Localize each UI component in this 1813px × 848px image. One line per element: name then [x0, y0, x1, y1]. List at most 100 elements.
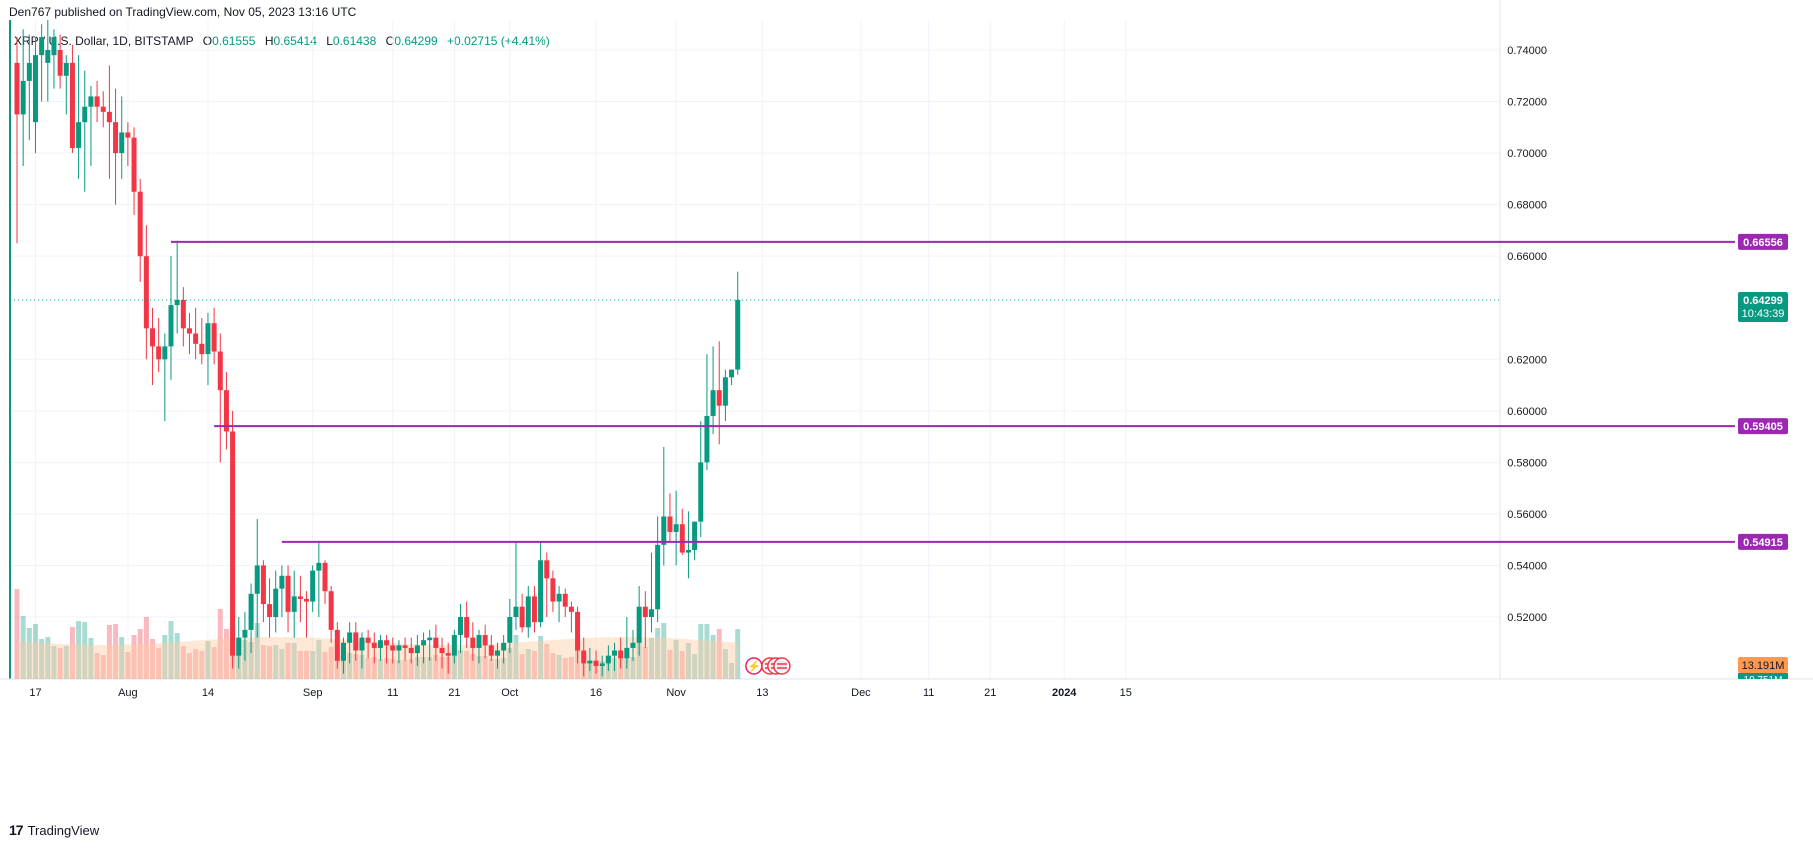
candle-body: [82, 106, 88, 123]
candle-body: [642, 606, 648, 617]
time-tick-label: Dec: [851, 687, 871, 699]
volume-bar: [279, 649, 285, 679]
time-tick-label: 17: [29, 687, 41, 699]
volume-bar: [156, 648, 162, 679]
high-label: H: [264, 34, 274, 48]
candle-body: [131, 137, 137, 192]
volume-bar: [667, 650, 673, 679]
candle-body: [593, 660, 599, 666]
candle-body: [334, 629, 340, 661]
volume-bar: [347, 653, 353, 679]
volume-bar: [32, 624, 38, 679]
candle-body: [525, 596, 531, 628]
volume-bar: [113, 624, 119, 679]
candle-body: [433, 637, 439, 648]
price-tick-label: 0.74000: [1507, 45, 1547, 57]
candle-body: [599, 663, 605, 666]
volume-bar: [180, 646, 186, 679]
volume-bar: [125, 652, 131, 679]
volume-bar: [519, 654, 525, 679]
volume-bar: [57, 648, 63, 679]
candle-body: [519, 606, 525, 628]
candle-body: [513, 606, 519, 617]
candle-body: [199, 343, 205, 355]
candle-body: [174, 299, 180, 306]
time-axis[interactable]: 17 Aug 14 Sep 11 21 Oct 16 Nov 13 Dec 11 21 2024 15: [29, 687, 1132, 699]
volume-tag: [1738, 657, 1788, 673]
volume-bar: [371, 657, 377, 679]
tradingview-logo-icon: 17: [9, 822, 24, 838]
candle-body: [618, 650, 624, 659]
candle-body: [427, 637, 433, 641]
price-tick-label: 0.54000: [1507, 560, 1547, 572]
price-tick-label: 0.66000: [1507, 251, 1547, 263]
volume-bar: [562, 658, 568, 679]
candle-body: [421, 640, 427, 646]
candle-body: [211, 323, 217, 352]
candle-body: [507, 617, 513, 643]
price-tick-label: 0.58000: [1507, 457, 1547, 469]
candle-body: [735, 299, 741, 370]
candle-body: [39, 37, 45, 56]
candle-body: [63, 62, 69, 76]
candle-body: [612, 650, 618, 656]
candle-body: [137, 191, 143, 257]
low-label: L: [326, 34, 333, 48]
level-price-tag: [1738, 418, 1788, 435]
candle-body: [279, 575, 285, 589]
time-tick-label: 13: [756, 687, 768, 699]
volume-bar: [199, 651, 205, 679]
countdown-label: 10:43:39: [1742, 308, 1785, 320]
flag-field: [776, 661, 787, 671]
volume-bar: [353, 654, 359, 679]
price-tick-label: 0.62000: [1507, 354, 1547, 366]
price-tick-label: 0.72000: [1507, 97, 1547, 109]
candle-body: [384, 640, 390, 646]
candle-body: [605, 655, 611, 664]
candle-body: [254, 565, 260, 594]
candle-body: [655, 544, 661, 610]
candle-body: [267, 604, 273, 617]
volume-bar: [661, 623, 667, 679]
candle-body: [51, 37, 57, 56]
volume-bar: [254, 623, 260, 679]
economic-events[interactable]: ⚡: [745, 657, 791, 675]
volume-bar: [131, 635, 137, 679]
candle-body: [223, 390, 229, 432]
price-chart[interactable]: 0.665560.594050.549150.6429910:43:3913.1…: [0, 0, 1813, 812]
candle-body: [648, 609, 654, 617]
candle-body: [248, 593, 254, 630]
high-value: 0.65414: [273, 34, 317, 48]
candle-body: [636, 606, 642, 643]
tradingview-logo[interactable]: 17 TradingView: [9, 822, 99, 838]
candle-body: [451, 635, 457, 656]
symbol-title[interactable]: XRP / U.S. Dollar, 1D, BITSTAMP: [14, 34, 194, 48]
time-tick-label: 16: [590, 687, 602, 699]
candle-body: [624, 647, 630, 659]
volume-bar: [679, 651, 685, 679]
volume-bar: [137, 629, 143, 679]
volume-bar: [722, 649, 728, 679]
candle-body: [568, 606, 574, 612]
candle-body: [667, 516, 673, 532]
candle-body: [20, 80, 26, 115]
candle-body: [76, 122, 82, 148]
volume-bar: [531, 651, 537, 679]
volume-bar: [94, 653, 100, 679]
candle-body: [482, 635, 488, 646]
price-axis[interactable]: 0.74000 0.72000 0.70000 0.68000 0.66000 0.620…: [1507, 45, 1547, 624]
candle-body: [260, 565, 266, 605]
candle-body: [359, 637, 365, 651]
candle-body: [408, 647, 414, 654]
volume-bar: [291, 643, 297, 679]
volume-bar: [494, 659, 500, 679]
candle-body: [316, 562, 322, 571]
volume-bar: [304, 651, 310, 679]
candle-body: [230, 431, 236, 656]
candle-body: [494, 650, 500, 656]
price-tick-label: 0.52000: [1507, 612, 1547, 624]
candle-body: [119, 132, 125, 154]
volume-tag-2: [1738, 673, 1788, 679]
lightning-glyph: ⚡: [747, 660, 761, 673]
